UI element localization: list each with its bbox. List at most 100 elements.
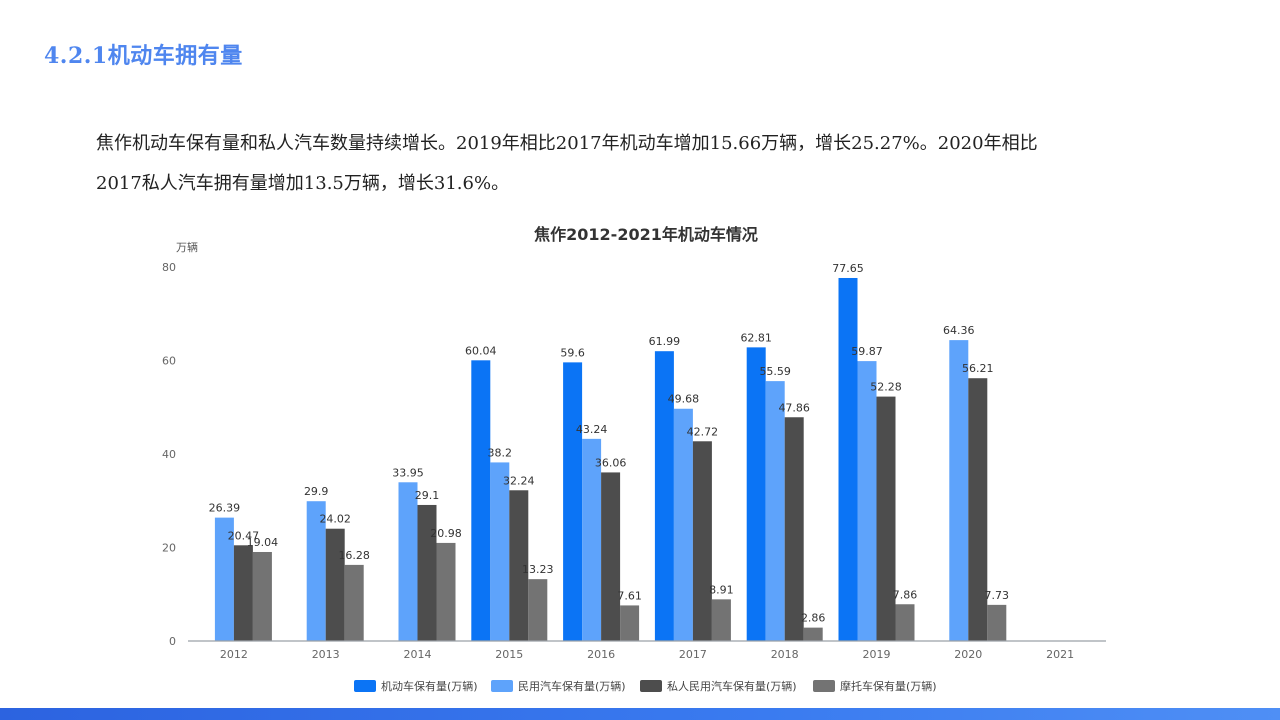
bar bbox=[673, 408, 693, 641]
data-label: 64.36 bbox=[943, 324, 975, 337]
y-axis: 万辆 0 20 40 60 80 bbox=[162, 240, 198, 648]
bar bbox=[528, 579, 548, 641]
x-tick-label: 2016 bbox=[587, 648, 615, 661]
legend-label: 私人民用汽车保有量(万辆) bbox=[667, 679, 797, 693]
x-tick-label: 2021 bbox=[1046, 648, 1074, 661]
bar bbox=[233, 545, 253, 641]
bar bbox=[620, 605, 640, 641]
bar bbox=[968, 378, 988, 641]
legend-swatch bbox=[640, 680, 662, 692]
bar bbox=[582, 438, 602, 641]
data-label: 24.02 bbox=[319, 513, 351, 526]
data-label: 62.81 bbox=[740, 331, 772, 344]
bar bbox=[214, 517, 234, 641]
data-label: 61.99 bbox=[649, 335, 681, 348]
legend-swatch bbox=[354, 680, 376, 692]
x-tick-label: 2018 bbox=[771, 648, 799, 661]
bar bbox=[471, 360, 491, 641]
summary-paragraph: 焦作机动车保有量和私人汽车数量持续增长。2019年相比2017年机动车增加15.… bbox=[96, 124, 1176, 204]
data-label: 19.04 bbox=[247, 536, 279, 549]
bar bbox=[765, 381, 785, 641]
x-axis: 2012 2013 2014 2015 2016 2017 2018 2019 2020 2021 bbox=[188, 640, 1106, 661]
data-label: 77.65 bbox=[832, 262, 864, 275]
bar bbox=[509, 490, 529, 641]
data-label: 43.24 bbox=[576, 423, 608, 436]
data-label: 32.24 bbox=[503, 474, 535, 487]
y-tick-label: 60 bbox=[162, 355, 176, 368]
legend: 机动车保有量(万辆) 民用汽车保有量(万辆) 私人民用汽车保有量(万辆) 摩托车保有量… bbox=[354, 679, 937, 693]
data-label: 2.86 bbox=[801, 612, 826, 625]
bar bbox=[601, 472, 621, 641]
bar bbox=[857, 361, 877, 641]
legend-swatch bbox=[813, 680, 835, 692]
data-label: 7.86 bbox=[893, 588, 918, 601]
data-label: 8.91 bbox=[709, 583, 734, 596]
bar bbox=[344, 564, 364, 641]
bar bbox=[838, 277, 858, 641]
bar bbox=[490, 462, 510, 641]
x-tick-label: 2013 bbox=[312, 648, 340, 661]
section-title: 4.2.1机动车拥有量 bbox=[44, 43, 243, 69]
legend-label: 机动车保有量(万辆) bbox=[381, 679, 478, 693]
data-label: 7.73 bbox=[985, 589, 1010, 602]
y-tick-label: 0 bbox=[169, 635, 176, 648]
data-label: 38.2 bbox=[488, 446, 513, 459]
data-label: 56.21 bbox=[962, 362, 994, 375]
bar bbox=[436, 542, 456, 641]
x-tick-label: 2015 bbox=[495, 648, 523, 661]
bar bbox=[417, 504, 437, 641]
data-label: 60.04 bbox=[465, 344, 497, 357]
x-tick-label: 2012 bbox=[220, 648, 248, 661]
x-tick-label: 2014 bbox=[404, 648, 432, 661]
bar bbox=[306, 501, 326, 641]
bar bbox=[692, 441, 712, 641]
y-tick-label: 20 bbox=[162, 542, 176, 555]
data-label: 29.1 bbox=[415, 489, 440, 502]
data-label: 47.86 bbox=[778, 401, 810, 414]
bar bbox=[746, 347, 766, 641]
legend-swatch bbox=[491, 680, 513, 692]
data-label: 52.28 bbox=[870, 381, 902, 394]
data-label: 20.47 bbox=[228, 529, 260, 542]
x-tick-label: 2019 bbox=[863, 648, 891, 661]
summary-line-2: 2017私人汽车拥有量增加13.5万辆，增长31.6%。 bbox=[96, 173, 510, 194]
data-label: 49.68 bbox=[668, 393, 700, 406]
bar bbox=[803, 627, 823, 641]
bar bbox=[784, 417, 804, 641]
bottom-accent-bar bbox=[0, 708, 1280, 720]
y-tick-label: 80 bbox=[162, 261, 176, 274]
bar bbox=[398, 482, 418, 641]
bar bbox=[895, 604, 915, 641]
x-tick-label: 2020 bbox=[954, 648, 982, 661]
bar bbox=[949, 340, 969, 641]
x-tick-label: 2017 bbox=[679, 648, 707, 661]
data-label: 13.23 bbox=[522, 563, 554, 576]
data-label: 16.28 bbox=[338, 549, 370, 562]
summary-line-1: 焦作机动车保有量和私人汽车数量持续增长。2019年相比2017年机动车增加15.… bbox=[96, 133, 1038, 154]
bar bbox=[325, 528, 345, 641]
y-tick-label: 40 bbox=[162, 448, 176, 461]
bar bbox=[252, 551, 272, 641]
bar bbox=[563, 362, 583, 641]
data-label: 33.95 bbox=[392, 466, 424, 479]
bar bbox=[876, 396, 896, 641]
data-label: 36.06 bbox=[595, 456, 627, 469]
legend-label: 民用汽车保有量(万辆) bbox=[518, 679, 626, 693]
bar bbox=[654, 351, 674, 641]
data-label: 42.72 bbox=[687, 425, 719, 438]
data-label: 59.6 bbox=[560, 346, 585, 359]
y-axis-unit: 万辆 bbox=[176, 240, 198, 254]
data-label: 20.98 bbox=[430, 527, 462, 540]
bar bbox=[711, 599, 731, 641]
data-label: 59.87 bbox=[851, 345, 883, 358]
legend-label: 摩托车保有量(万辆) bbox=[840, 679, 937, 693]
data-label: 29.9 bbox=[304, 485, 329, 498]
bar bbox=[987, 604, 1007, 641]
data-label: 26.39 bbox=[209, 502, 241, 515]
chart-title: 焦作2012-2021年机动车情况 bbox=[534, 225, 758, 244]
bars bbox=[214, 277, 1007, 641]
data-label: 7.61 bbox=[617, 589, 642, 602]
data-label: 55.59 bbox=[759, 365, 791, 378]
